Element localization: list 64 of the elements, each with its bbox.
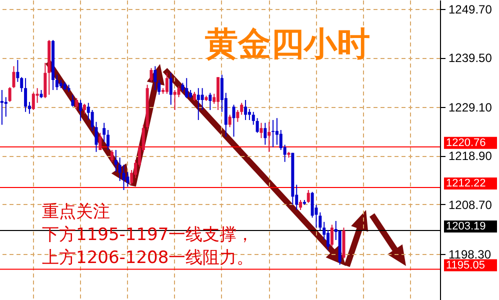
candlestick [244, 100, 248, 120]
candlestick [208, 92, 212, 110]
candlestick [252, 111, 255, 126]
candlestick [82, 103, 86, 114]
candlestick [150, 68, 153, 82]
y-tick-label: 1218.90 [448, 149, 492, 164]
candlestick [330, 224, 334, 248]
y-tick-label: 1208.70 [448, 198, 492, 212]
candlestick [110, 150, 114, 162]
candlestick [268, 121, 271, 152]
candlestick [173, 90, 176, 110]
candlestick [0, 90, 4, 126]
candlestick [12, 66, 16, 89]
candlestick [260, 122, 263, 139]
candlestick [299, 200, 302, 210]
candlestick [32, 92, 35, 110]
candlestick [24, 78, 28, 112]
candlestick [154, 66, 157, 90]
candlestick [90, 110, 94, 132]
candlestick [177, 86, 180, 98]
candlestick [306, 190, 310, 204]
candlestick [248, 108, 251, 120]
candlestick [310, 191, 314, 218]
candlestick [98, 132, 102, 150]
candlestick [55, 74, 58, 90]
candlestick [256, 118, 259, 134]
candlestick [158, 80, 161, 96]
ref-line-label: 1203.19 [446, 220, 486, 233]
candlestick [16, 60, 20, 82]
candlestick [114, 150, 118, 172]
candlestick [118, 157, 122, 182]
candlestick [196, 88, 200, 120]
candlestick [192, 91, 196, 102]
candlestick [102, 122, 106, 142]
annotation: 重点关注 [42, 202, 110, 222]
candlestick [4, 96, 8, 118]
candlestick [236, 110, 240, 122]
candlestick [232, 104, 236, 138]
candlestick [275, 118, 278, 146]
ref-line-label: 1195.05 [446, 259, 485, 272]
ref-line-label: 1220.76 [446, 136, 486, 149]
candlestick [106, 130, 110, 150]
candlestick [20, 76, 24, 92]
candlestick [79, 100, 82, 122]
candlestick [240, 102, 244, 116]
candlestick [272, 120, 275, 148]
candlestick [200, 88, 204, 110]
y-tick-label: 1198.30 [448, 247, 492, 262]
candlestick [326, 230, 330, 250]
candlestick [75, 98, 78, 110]
candlestick [8, 86, 12, 102]
y-tick-label: 1249.70 [448, 2, 492, 17]
candlestick [169, 72, 172, 106]
candlestick [122, 164, 126, 190]
text: 黄金四小时 [205, 24, 370, 63]
candlestick [94, 121, 98, 152]
candlestick [264, 122, 267, 146]
ref-line-label: 1212.22 [446, 178, 486, 190]
candlestick [71, 94, 74, 108]
candlestick [165, 72, 168, 94]
y-tick-label: 1229.10 [448, 100, 492, 115]
y-tick-label: 1239.50 [448, 51, 492, 66]
candlestick [228, 114, 232, 128]
candlestick [185, 78, 188, 99]
